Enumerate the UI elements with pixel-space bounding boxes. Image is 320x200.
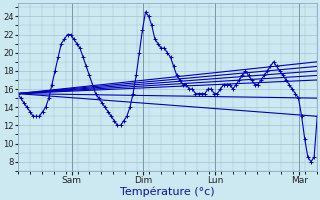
X-axis label: Température (°c): Température (°c) <box>120 187 215 197</box>
